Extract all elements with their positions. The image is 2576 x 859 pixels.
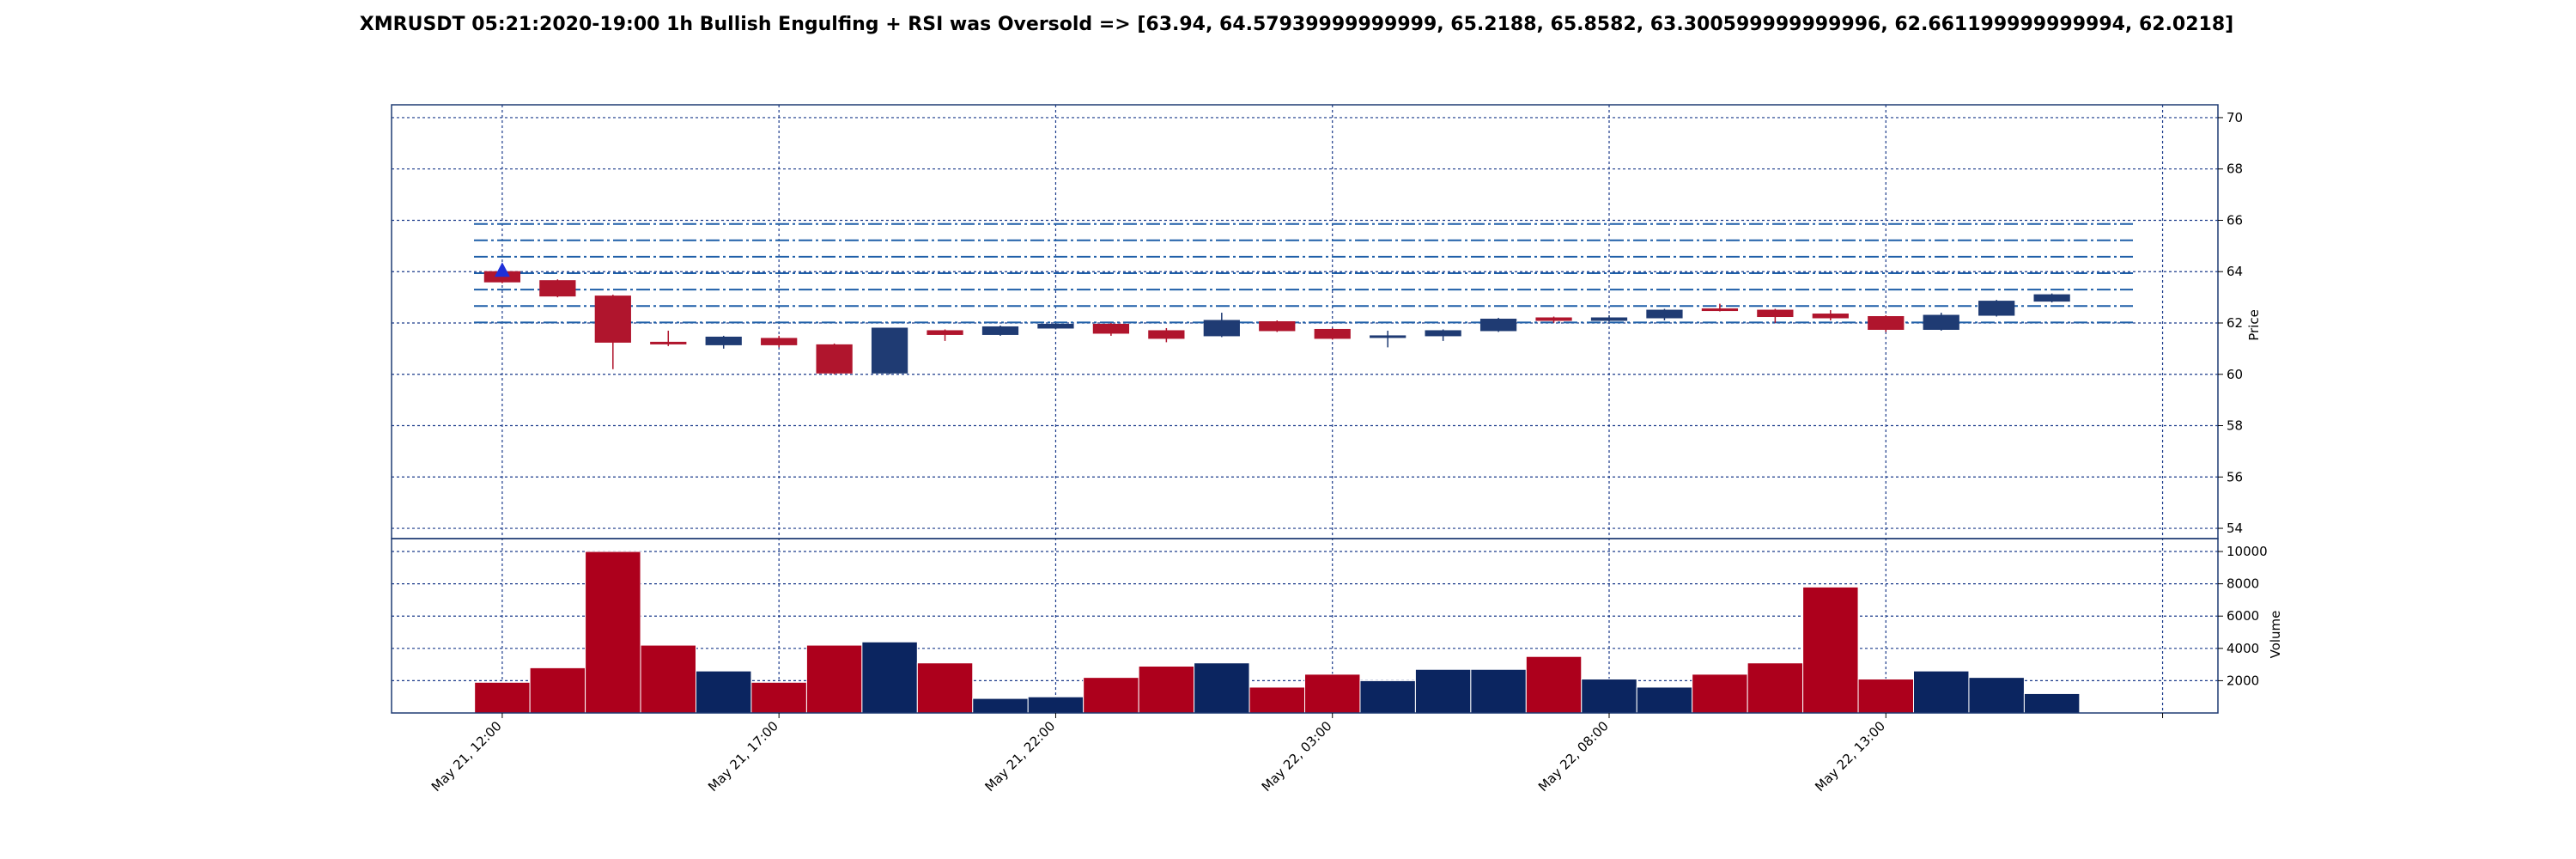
volume-tick-label: 8000 xyxy=(2227,576,2259,592)
candle-body xyxy=(1148,330,1185,339)
candle-body xyxy=(1535,317,1572,321)
volume-bar xyxy=(640,644,697,714)
volume-axis-label: Volume xyxy=(2268,611,2283,659)
volume-bar xyxy=(972,698,1029,714)
volume-bar xyxy=(1359,679,1416,714)
time-tick-label: May 22, 03:00 xyxy=(1259,718,1335,795)
volume-bar xyxy=(1968,677,2025,714)
candle-body xyxy=(1646,309,1683,319)
volume-tick-label: 4000 xyxy=(2227,641,2259,656)
candle-body xyxy=(1812,314,1849,319)
volume-bar xyxy=(1857,679,1914,714)
price-tick-label: 66 xyxy=(2227,212,2243,228)
price-tick-label: 64 xyxy=(2227,264,2243,279)
panel-frames xyxy=(391,104,2219,714)
candle-body xyxy=(539,280,576,297)
volume-bar xyxy=(1913,670,1970,714)
volume-tick-labels: 2000 4000 6000 8000 10000 xyxy=(2218,544,2268,688)
candle-body xyxy=(1868,316,1905,330)
candle-body xyxy=(1479,319,1517,332)
candle-body xyxy=(1590,317,1628,321)
candle-body xyxy=(1425,330,1461,337)
volume-bar xyxy=(750,681,807,714)
volume-bar xyxy=(696,670,752,714)
price-tick-labels: 54 56 58 60 62 64 66 68 70 xyxy=(2218,110,2243,536)
candle-body xyxy=(816,344,853,374)
time-tick-label: May 21, 17:00 xyxy=(705,718,781,795)
candle-body xyxy=(1923,314,1959,330)
volume-bar xyxy=(474,681,531,714)
time-tick-label: May 22, 13:00 xyxy=(1812,718,1888,795)
volume-bar xyxy=(1083,677,1139,714)
candle-body xyxy=(1314,328,1351,339)
chart-title: XMRUSDT 05:21:2020-19:00 1h Bullish Engu… xyxy=(360,14,2233,35)
candle-body xyxy=(1203,320,1240,337)
price-tick-label: 54 xyxy=(2227,521,2243,536)
level-lines xyxy=(474,222,2133,324)
volume-bar xyxy=(529,667,586,714)
candle-body xyxy=(1092,323,1130,334)
candle-body xyxy=(1370,335,1406,338)
volume-bar xyxy=(1138,665,1195,714)
time-tick-labels: May 21, 12:00 May 21, 17:00 May 21, 22:00 M… xyxy=(428,713,2164,795)
volume-bar xyxy=(1470,668,1527,714)
volume-bar xyxy=(2023,692,2081,714)
volume-bar xyxy=(916,662,974,714)
price-tick-label: 58 xyxy=(2227,418,2243,434)
candle-body xyxy=(705,336,742,345)
candle-body xyxy=(1978,301,2015,316)
volume-bar xyxy=(585,551,641,714)
volume-bar xyxy=(1194,662,1250,714)
volume-tick-label: 2000 xyxy=(2227,673,2259,688)
volume-bar xyxy=(1304,673,1361,714)
time-tick-label: May 21, 22:00 xyxy=(981,718,1058,795)
candle-body xyxy=(761,338,798,345)
volume-bar xyxy=(1525,655,1583,714)
candle-body xyxy=(1757,309,1794,318)
volume-tick-label: 10000 xyxy=(2227,544,2268,559)
price-tick-label: 70 xyxy=(2227,110,2243,125)
price-tick-label: 68 xyxy=(2227,161,2243,177)
candle-body xyxy=(1701,308,1739,312)
volume-bar xyxy=(861,641,918,714)
volume-bar xyxy=(805,644,863,714)
candle-body xyxy=(927,330,963,335)
price-tick-label: 62 xyxy=(2227,315,2243,331)
volume-bar xyxy=(1802,586,1859,714)
volume-bars xyxy=(474,551,2081,714)
price-axis-label: Price xyxy=(2246,309,2262,341)
candle-body xyxy=(594,295,631,343)
candle-body xyxy=(650,341,687,344)
candle-body xyxy=(2033,294,2070,302)
volume-bar xyxy=(1027,696,1084,714)
time-tick-label: May 22, 08:00 xyxy=(1535,718,1612,795)
volume-bar xyxy=(1692,673,1748,714)
volume-bar xyxy=(1581,679,1637,714)
price-tick-label: 60 xyxy=(2227,367,2243,382)
volume-panel-frame xyxy=(391,538,2219,714)
volume-bar xyxy=(1636,686,1693,714)
signal-markers xyxy=(494,262,510,277)
candle-body xyxy=(981,326,1019,335)
volume-tick-label: 6000 xyxy=(2227,608,2259,624)
candle-body xyxy=(1037,323,1074,329)
volume-bar xyxy=(1249,686,1305,714)
time-grid xyxy=(501,105,2164,713)
signal-triangle-marker xyxy=(494,262,510,277)
candle-body xyxy=(1259,321,1296,332)
price-tick-label: 56 xyxy=(2227,469,2243,484)
time-tick-label: May 21, 12:00 xyxy=(428,718,505,795)
candle-body xyxy=(871,327,908,374)
volume-bar xyxy=(1747,662,1804,714)
candles xyxy=(483,269,2070,375)
volume-bar xyxy=(1414,668,1472,714)
